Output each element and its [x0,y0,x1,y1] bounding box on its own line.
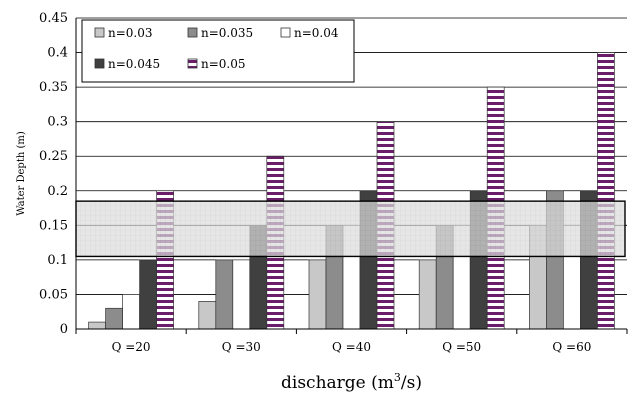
legend-entry: n=0.035 [201,26,253,40]
y-tick-label: 0.1 [47,253,68,268]
y-tick-label: 0.45 [39,11,68,26]
y-tick-label: 0.05 [39,287,68,302]
legend-entry: n=0.05 [201,57,246,71]
legend-swatch [280,27,291,38]
x-tick-label: Q =60 [552,340,591,354]
y-tick-labels: 0 0.05 0.1 0.15 0.2 0.25 0.3 0.35 0.4 0.45 [39,11,68,337]
y-tick-label: 0.35 [39,80,68,95]
legend-swatch [187,27,198,38]
x-tick-label: Q =40 [332,340,371,354]
x-tick-label: Q =30 [222,340,261,354]
highlight-band-rect [75,200,626,258]
bar-n=0.03-Q=50 [418,259,437,330]
axes [75,18,628,334]
bar-n=0.03-Q=20 [88,321,106,330]
x-axis-label: discharge (m3/s) [281,371,422,393]
y-tick-label: 0.25 [39,149,68,164]
y-tick-label: 0.15 [39,218,68,233]
y-axis-label: Water Depth (m) [16,131,27,216]
bar-n=0.04-Q=30 [232,259,251,330]
legend-swatch [94,58,105,69]
bar-n=0.035-Q=30 [215,259,234,330]
bar-n=0.04-Q=20 [122,294,140,330]
y-tick-label: 0.4 [47,46,68,61]
legend-box [81,19,355,83]
bar-n=0.03-Q=30 [198,301,217,330]
y-tick-label: 0.2 [47,184,68,199]
x-tick-label: Q =50 [442,340,481,354]
x-category-labels: Q =20 Q =30 Q =40 Q =50 Q =60 [112,340,592,354]
y-tick-label: 0 [60,322,68,337]
bar-n=0.05-Q=60 [597,52,615,330]
legend-swatch [187,58,198,69]
highlight-band [75,200,626,258]
legend-swatch [94,27,105,38]
legend-entry: n=0.04 [294,26,339,40]
x-tick-label: Q =20 [112,340,151,354]
legend-entry: n=0.045 [108,57,160,71]
bar-n=0.035-Q=20 [105,307,123,330]
legend-entry: n=0.03 [108,26,153,40]
legend: n=0.03 n=0.035 n=0.04 n=0.045 n=0.05 [81,19,355,83]
y-tick-label: 0.3 [47,115,68,130]
bar-n=0.045-Q=20 [139,259,157,330]
bar-n=0.03-Q=40 [308,259,327,330]
